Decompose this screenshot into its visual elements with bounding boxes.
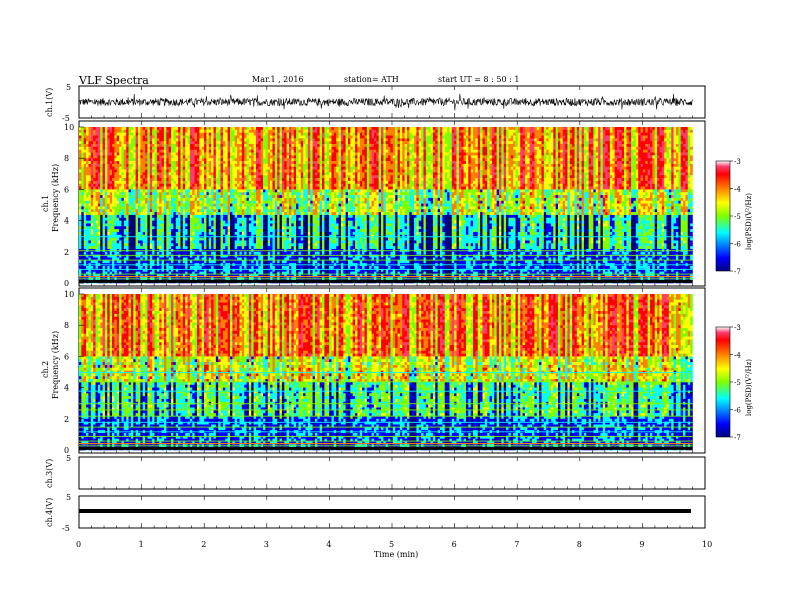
ch1-freq-ytick-2: 2 (64, 248, 69, 257)
time-tick-0: 0 (76, 540, 81, 549)
time-tick-9: 9 (639, 540, 644, 549)
time-tick-3: 3 (264, 540, 269, 549)
ch2-spectrogram-heatmap (79, 294, 693, 450)
ch2-freq-ytick-8: 8 (64, 321, 69, 330)
colorbar-ch2-tick--6: -6 (734, 407, 741, 415)
time-tick-2: 2 (201, 540, 206, 549)
ch3-panel: 5 ch.3(V) (45, 454, 705, 489)
colorbar-ch2: -3 -4 -5 -6 -7 log(PSD)(V²/Hz) (716, 324, 753, 442)
ch1-spectrogram-heatmap (79, 127, 693, 283)
time-tick-4: 4 (326, 540, 331, 549)
colorbar-ch2-label: log(PSD)(V²/Hz) (745, 359, 753, 416)
start-time-text: start UT = 8 : 50 : 1 (438, 75, 519, 84)
colorbar-ch2-tick--5: -5 (734, 379, 741, 387)
time-tick-10: 10 (702, 540, 712, 549)
ch2-freq-ytick-4: 4 (64, 384, 69, 393)
time-axis-label: Time (min) (374, 550, 418, 559)
ch2-freq-ytick-10: 10 (64, 290, 74, 299)
ch1-freq-ytick-6: 6 (64, 185, 69, 194)
ch1-freq-ytick-4: 4 (64, 217, 69, 226)
ch3-ylabel: ch.3(V) (45, 459, 54, 488)
colorbar-ch1-label: log(PSD)(V²/Hz) (745, 193, 753, 250)
time-tick-6: 6 (452, 540, 457, 549)
ch1-ytick-top: 5 (66, 83, 71, 92)
ch1-wave-ylabel: ch.1(V) (45, 88, 54, 117)
ch2-freq-label: Frequency (kHz) (51, 331, 60, 399)
ch4-ylabel: ch.4(V) (45, 498, 54, 527)
ch1-freq-ytick-10: 10 (64, 123, 74, 132)
time-tick-labels: 0 1 2 3 4 5 6 7 8 9 10 (76, 540, 712, 549)
ch2-freq-ytick-6: 6 (64, 352, 69, 361)
ch1-ytick-bottom: -5 (62, 114, 70, 123)
colorbar-ch1-tick--4: -4 (734, 186, 741, 194)
time-tick-8: 8 (577, 540, 582, 549)
ch1-spectrogram-panel: 0 2 4 6 8 10 ch.1 Frequency (kHz) (41, 121, 705, 288)
ch1-freq-ytick-0: 0 (64, 279, 69, 288)
colorbar-ch1-tick--3: -3 (734, 158, 741, 166)
time-tick-5: 5 (389, 540, 394, 549)
date-text: Mar.1 , 2016 (252, 75, 304, 84)
ch2-spec-label: ch.2 (41, 361, 50, 378)
ch3-ytick-top: 5 (66, 454, 71, 463)
colorbar-ch2-tick--4: -4 (734, 352, 741, 360)
ch2-freq-ytick-2: 2 (64, 415, 69, 424)
colorbar-ch1-tick--5: -5 (734, 213, 741, 221)
ch1-waveform-panel: 5 -5 ch.1(V) (45, 83, 705, 123)
station-text: station= ATH (344, 75, 399, 84)
colorbar-ch1-tick--7: -7 (734, 268, 741, 276)
ch1-freq-label: Frequency (kHz) (51, 164, 60, 232)
ch4-panel: 5 -5 ch.4(V) (45, 493, 705, 533)
colorbar-ch1: -3 -4 -5 -6 -7 log(PSD)(V²/Hz) (716, 158, 753, 276)
colorbar-ch1-tick--6: -6 (734, 241, 741, 249)
ch4-constant-line (79, 509, 691, 513)
ch1-spec-label: ch.1 (41, 195, 50, 212)
time-tick-7: 7 (514, 540, 519, 549)
ch4-ytick-top: 5 (66, 493, 71, 502)
colorbar-ch2-tick--7: -7 (734, 434, 741, 442)
time-tick-1: 1 (139, 540, 144, 549)
ch4-ytick-bottom: -5 (62, 524, 70, 533)
figure-title: VLF Spectra (78, 74, 149, 87)
colorbar-ch2-tick--3: -3 (734, 324, 741, 332)
ch1-freq-ytick-8: 8 (64, 154, 69, 163)
